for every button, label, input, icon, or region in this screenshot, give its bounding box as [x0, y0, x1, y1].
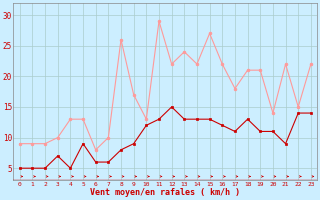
- X-axis label: Vent moyen/en rafales ( km/h ): Vent moyen/en rafales ( km/h ): [90, 188, 240, 197]
